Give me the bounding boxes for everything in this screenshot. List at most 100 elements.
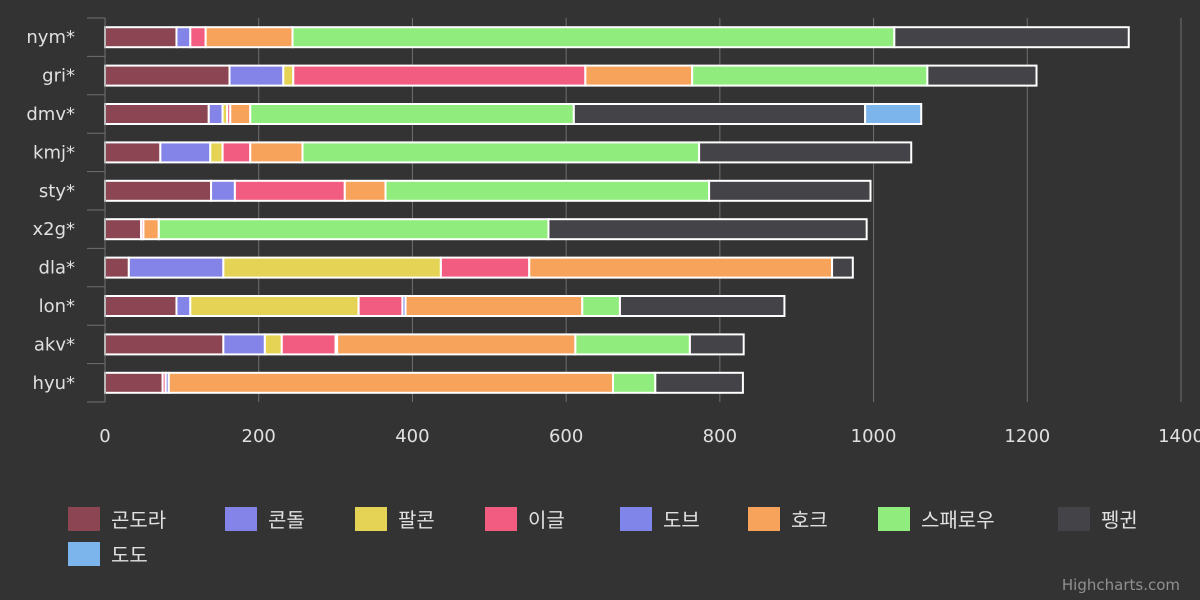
bar-segment[interactable] <box>572 103 867 125</box>
bar-segment[interactable] <box>229 103 252 125</box>
bar-segment[interactable] <box>688 333 745 356</box>
bar-segment[interactable] <box>654 371 744 394</box>
bar-segment[interactable] <box>189 26 207 49</box>
x-tick-label: 400 <box>395 426 429 447</box>
bar-segment[interactable] <box>210 179 236 202</box>
bar-segment[interactable] <box>142 218 160 241</box>
legend-swatch <box>748 507 780 531</box>
bar-segment[interactable] <box>104 371 164 394</box>
bar-segment[interactable] <box>691 64 929 87</box>
bar-segment[interactable] <box>249 141 304 164</box>
bar-segment[interactable] <box>708 179 872 202</box>
bar-segment[interactable] <box>280 333 337 356</box>
bar-segment[interactable] <box>547 218 868 241</box>
bar-segment[interactable] <box>233 179 346 202</box>
bar-segment[interactable] <box>104 218 143 241</box>
legend-label: 도도 <box>111 543 148 567</box>
bar-segment[interactable] <box>204 26 294 49</box>
bar-segment[interactable] <box>336 333 577 356</box>
bar-segment[interactable] <box>864 103 923 125</box>
bar-segment[interactable] <box>698 141 913 164</box>
bar-segment[interactable] <box>127 256 225 279</box>
bar-segment[interactable] <box>357 295 404 317</box>
bar-segment[interactable] <box>167 371 615 394</box>
legend-label: 도브 <box>663 508 700 532</box>
bar-segment[interactable] <box>104 256 130 279</box>
category-label: hyu* <box>33 373 75 394</box>
bar-segment[interactable] <box>159 141 212 164</box>
bar-segment[interactable] <box>249 103 575 125</box>
legend-label: 스패로우 <box>921 508 995 532</box>
bar-segment[interactable] <box>104 141 162 164</box>
bar-segment[interactable] <box>175 295 192 317</box>
legend-item[interactable]: 펭귄 <box>1058 507 1138 532</box>
legend-item[interactable]: 팔콘 <box>355 507 435 532</box>
bar-segment[interactable] <box>618 295 786 317</box>
bar-segment[interactable] <box>893 26 1130 49</box>
x-tick-label: 200 <box>242 426 276 447</box>
bar-segment[interactable] <box>404 295 584 317</box>
bar-segment[interactable] <box>104 295 178 317</box>
legend-label: 이글 <box>528 508 565 532</box>
bar-segment[interactable] <box>612 371 657 394</box>
legend-swatch <box>1058 507 1090 531</box>
legend-swatch <box>485 507 517 531</box>
legend-label: 콘돌 <box>268 508 305 532</box>
category-label: nym* <box>26 27 75 48</box>
legend-item[interactable]: 도브 <box>620 507 700 532</box>
bar-segment[interactable] <box>209 141 224 164</box>
bar-segment[interactable] <box>282 64 295 87</box>
category-label: dla* <box>39 258 75 279</box>
bar-segment[interactable] <box>207 103 224 125</box>
bar-segment[interactable] <box>292 64 587 87</box>
legend-swatch <box>878 507 910 531</box>
bar-segment[interactable] <box>104 179 213 202</box>
legend-label: 팔콘 <box>398 508 435 532</box>
bar-segment[interactable] <box>175 26 192 49</box>
x-tick-label: 1000 <box>851 426 897 447</box>
legend-item[interactable]: 이글 <box>485 507 565 532</box>
bar-segment[interactable] <box>222 333 266 356</box>
legend-item[interactable]: 호크 <box>748 507 828 532</box>
bar-segment[interactable] <box>104 103 210 125</box>
bar-segment[interactable] <box>384 179 711 202</box>
bar-segment[interactable] <box>104 333 225 356</box>
legend-item[interactable]: 스패로우 <box>878 507 995 532</box>
bar-segment[interactable] <box>104 64 231 87</box>
bar-segment[interactable] <box>157 218 550 241</box>
legend-label: 호크 <box>791 508 828 532</box>
x-tick-label: 600 <box>549 426 583 447</box>
legend-label: 펭귄 <box>1101 508 1138 532</box>
legend-item[interactable]: 곤도라 <box>68 507 166 532</box>
legend-swatch <box>68 542 100 566</box>
bar-segment[interactable] <box>574 333 691 356</box>
bar-segment[interactable] <box>926 64 1038 87</box>
bar-segment[interactable] <box>528 256 834 279</box>
bar-segment[interactable] <box>343 179 387 202</box>
bar-segment[interactable] <box>228 64 285 87</box>
legend-swatch <box>355 507 387 531</box>
bar-segment[interactable] <box>581 295 621 317</box>
bar-segment[interactable] <box>291 26 896 49</box>
bar-segment[interactable] <box>301 141 701 164</box>
x-tick-label: 0 <box>99 426 110 447</box>
category-label: x2g* <box>32 219 75 240</box>
legend-label: 곤도라 <box>111 508 166 532</box>
bar-segment[interactable] <box>104 26 178 49</box>
bar-segment[interactable] <box>263 333 283 356</box>
bar-segment[interactable] <box>439 256 531 279</box>
bar-segment[interactable] <box>189 295 360 317</box>
credits-text[interactable]: Highcharts.com <box>1062 576 1180 594</box>
legend-item[interactable]: 콘돌 <box>225 507 305 532</box>
bar-segment[interactable] <box>222 256 442 279</box>
legend-swatch <box>225 507 257 531</box>
bar-segment[interactable] <box>221 141 252 164</box>
bars-layer <box>104 26 1130 394</box>
bar-segment[interactable] <box>584 64 694 87</box>
x-tick-label: 800 <box>703 426 737 447</box>
axis-layer: 0 200 400 600 800 1000 1200 1400 nym* gri* dmv* kmj… <box>26 17 1200 447</box>
legend-item[interactable]: 도도 <box>68 542 148 567</box>
bar-segment[interactable] <box>831 256 854 279</box>
